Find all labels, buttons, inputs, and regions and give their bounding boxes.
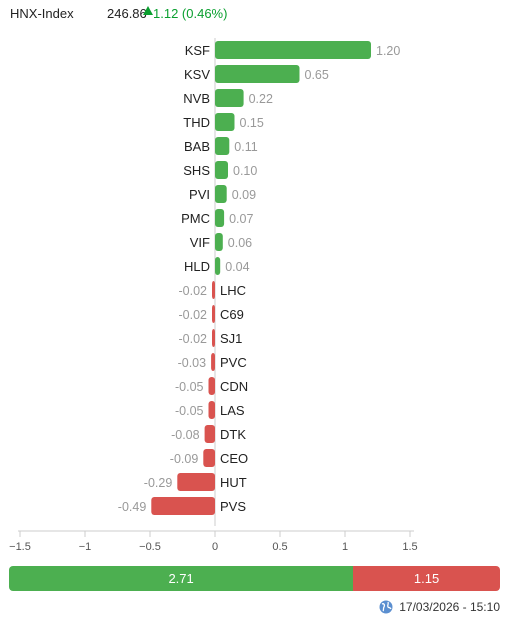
- value-hut: -0.29: [144, 476, 173, 490]
- value-ceo: -0.09: [170, 452, 199, 466]
- label-thd: THD: [183, 115, 210, 130]
- label-pmc: PMC: [181, 211, 210, 226]
- label-hld: HLD: [184, 259, 210, 274]
- label-ceo: CEO: [220, 451, 248, 466]
- contribution-bar-chart: KSF 1.20 KSV 0.65 NVB 0.22 THD 0.15 BAB 0.11 SHS 0.…: [9, 38, 418, 553]
- index-name: HNX-Index: [10, 5, 74, 21]
- label-dtk: DTK: [220, 427, 246, 442]
- bar-sj1: [212, 329, 215, 347]
- value-hld: 0.04: [225, 260, 249, 274]
- value-pvi: 0.09: [232, 188, 256, 202]
- value-ksv: 0.65: [305, 68, 329, 82]
- label-cdn: CDN: [220, 379, 248, 394]
- label-pvc: PVC: [220, 355, 247, 370]
- label-vif: VIF: [190, 235, 210, 250]
- label-hut: HUT: [220, 475, 247, 490]
- bar-vif: [215, 233, 223, 251]
- label-lhc: LHC: [220, 283, 246, 298]
- label-pvi: PVI: [189, 187, 210, 202]
- x-tick-label: 1: [342, 541, 348, 553]
- label-ksv: KSV: [184, 67, 210, 82]
- index-change: 1.12 (0.46%): [153, 5, 228, 21]
- summary-positive-value: 2.71: [168, 571, 194, 586]
- label-bab: BAB: [184, 139, 210, 154]
- x-tick-label: −0.5: [139, 541, 161, 553]
- timestamp-text: 17/03/2026 - 15:10: [399, 600, 500, 614]
- update-timestamp: 17/03/2026 - 15:10: [379, 600, 500, 614]
- x-tick-label: 0: [212, 541, 218, 553]
- label-c69: C69: [220, 307, 244, 322]
- value-ksf: 1.20: [376, 44, 400, 58]
- bar-ksf: [215, 41, 371, 59]
- value-nvb: 0.22: [249, 92, 273, 106]
- value-pvs: -0.49: [118, 500, 147, 514]
- index-value: 246.86: [107, 5, 147, 21]
- bar-ceo: [203, 449, 215, 467]
- label-pvs: PVS: [220, 499, 246, 514]
- value-bab: 0.11: [234, 140, 257, 154]
- bar-hld: [215, 257, 221, 275]
- bar-thd: [215, 113, 235, 131]
- label-nvb: NVB: [183, 91, 210, 106]
- value-vif: 0.06: [228, 236, 252, 250]
- summary-negative-value: 1.15: [413, 571, 440, 586]
- bar-cdn: [208, 377, 215, 395]
- value-thd: 0.15: [240, 116, 264, 130]
- bar-hut: [177, 473, 215, 491]
- x-tick-label: 1.5: [402, 541, 417, 553]
- bar-nvb: [215, 89, 244, 107]
- bar-pvs: [151, 497, 215, 515]
- bar-bab: [215, 137, 230, 155]
- value-dtk: -0.08: [171, 428, 200, 442]
- value-c69: -0.02: [179, 308, 208, 322]
- summary-positive-segment: 2.71: [9, 566, 354, 591]
- bar-c69: [212, 305, 215, 323]
- bar-lhc: [212, 281, 215, 299]
- label-sj1: SJ1: [220, 331, 242, 346]
- value-pmc: 0.07: [229, 212, 253, 226]
- label-ksf: KSF: [185, 43, 210, 58]
- bar-shs: [215, 161, 228, 179]
- label-shs: SHS: [183, 163, 210, 178]
- globe-icon: [379, 600, 393, 614]
- bar-dtk: [204, 425, 215, 443]
- index-header: HNX-Index 246.86 1.12 (0.46%): [10, 4, 227, 22]
- summary-negative-segment: 1.15: [353, 566, 500, 591]
- bar-ksv: [215, 65, 300, 83]
- value-cdn: -0.05: [175, 380, 204, 394]
- value-sj1: -0.02: [179, 332, 208, 346]
- value-pvc: -0.03: [178, 356, 207, 370]
- x-tick-label: −1.5: [9, 541, 31, 553]
- x-tick-label: −1: [79, 541, 92, 553]
- breadth-summary-bar: 2.71 1.15: [9, 566, 500, 591]
- x-tick-label: 0.5: [272, 541, 287, 553]
- up-arrow-icon: [143, 6, 153, 15]
- value-lhc: -0.02: [179, 284, 208, 298]
- label-las: LAS: [220, 403, 245, 418]
- value-las: -0.05: [175, 404, 204, 418]
- bar-las: [208, 401, 215, 419]
- value-shs: 0.10: [233, 164, 257, 178]
- bar-pvc: [211, 353, 215, 371]
- bar-pvi: [215, 185, 227, 203]
- bar-pmc: [215, 209, 225, 227]
